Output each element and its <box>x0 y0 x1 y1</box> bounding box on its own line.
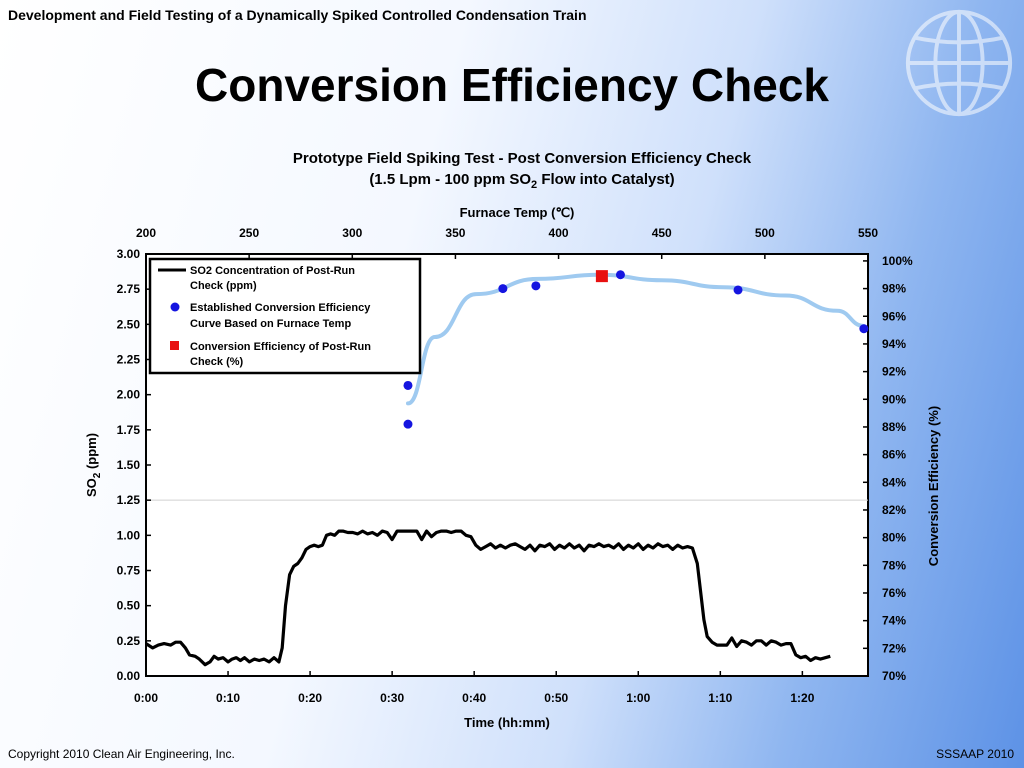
y-left-tick-label: 2.00 <box>117 388 141 402</box>
legend-label-curve-line1: Established Conversion Efficiency <box>190 302 371 314</box>
y-right-tick-label: 82% <box>882 503 906 517</box>
chart-title-line2: (1.5 Lpm - 100 ppm SO2 Flow into Catalys… <box>369 171 674 191</box>
y-right-tick-label: 84% <box>882 475 906 489</box>
x-bottom-tick-label: 0:10 <box>216 691 240 705</box>
x-top-tick-label: 200 <box>136 226 156 240</box>
y-left-tick-label: 0.00 <box>117 669 141 683</box>
efficiency-point <box>403 419 413 429</box>
y-right-tick-label: 100% <box>882 254 913 268</box>
y-left-tick-label: 1.00 <box>117 528 141 542</box>
y-right-tick-label: 92% <box>882 365 906 379</box>
chart-title-line1: Prototype Field Spiking Test - Post Conv… <box>293 150 752 167</box>
x-bottom-tick-label: 1:10 <box>708 691 732 705</box>
efficiency-point <box>531 281 541 291</box>
y-right-tick-label: 98% <box>882 282 906 296</box>
legend-swatch-check <box>170 341 179 350</box>
y-right-tick-label: 86% <box>882 448 906 462</box>
x-bottom-tick-label: 0:20 <box>298 691 322 705</box>
y-left-tick-label: 2.50 <box>117 317 141 331</box>
legend-label-curve-line2: Curve Based on Furnace Temp <box>190 318 351 330</box>
y-right-tick-label: 76% <box>882 586 906 600</box>
so2-concentration-line <box>145 529 831 667</box>
y-left-tick-label: 1.50 <box>117 458 141 472</box>
legend-label-check-line1: Conversion Efficiency of Post-Run <box>190 341 371 353</box>
x-bottom-tick-label: 1:00 <box>626 691 650 705</box>
y-left-tick-label: 1.75 <box>117 423 141 437</box>
x-bottom-axis-label: Time (hh:mm) <box>464 715 550 730</box>
copyright-footer: Copyright 2010 Clean Air Engineering, In… <box>8 747 235 761</box>
x-bottom-tick-label: 0:40 <box>462 691 486 705</box>
y-right-tick-label: 80% <box>882 531 906 545</box>
x-top-tick-label: 500 <box>755 226 775 240</box>
x-top-tick-label: 550 <box>858 226 878 240</box>
y-left-tick-label: 1.25 <box>117 493 141 507</box>
y-right-axis-label: Conversion Efficiency (%) <box>926 406 941 566</box>
x-top-tick-label: 250 <box>239 226 259 240</box>
x-top-tick-label: 300 <box>342 226 362 240</box>
x-bottom-tick-label: 0:00 <box>134 691 158 705</box>
globe-icon <box>905 9 1013 117</box>
efficiency-point <box>498 284 508 294</box>
legend-label-so2-line2: Check (ppm) <box>190 280 257 292</box>
efficiency-point <box>403 380 413 390</box>
x-top-tick-label: 400 <box>549 226 569 240</box>
legend-swatch-curve <box>170 302 180 312</box>
x-bottom-tick-label: 0:50 <box>544 691 568 705</box>
legend-label-check-line2: Check (%) <box>190 356 244 368</box>
y-left-tick-label: 2.75 <box>117 282 141 296</box>
legend: SO2 Concentration of Post-Run Check (ppm… <box>148 257 422 375</box>
y-left-tick-label: 0.50 <box>117 599 141 613</box>
y-right-tick-label: 90% <box>882 392 906 406</box>
slide-title: Conversion Efficiency Check <box>195 59 829 111</box>
x-bottom-tick-label: 1:20 <box>790 691 814 705</box>
y-left-axis-label: SO2 (ppm) <box>84 433 103 497</box>
efficiency-point <box>859 324 869 334</box>
presentation-header: Development and Field Testing of a Dynam… <box>8 7 587 23</box>
y-left-tick-label: 0.75 <box>117 564 141 578</box>
legend-box <box>148 257 422 375</box>
post-run-check-point <box>595 270 608 283</box>
y-right-tick-label: 70% <box>882 669 906 683</box>
y-right-tick-label: 88% <box>882 420 906 434</box>
x-top-tick-label: 450 <box>652 226 672 240</box>
y-left-tick-label: 3.00 <box>117 247 141 261</box>
y-right-tick-label: 94% <box>882 337 906 351</box>
x-bottom-tick-label: 0:30 <box>380 691 404 705</box>
y-right-tick-label: 96% <box>882 309 906 323</box>
legend-label-so2-line1: SO2 Concentration of Post-Run <box>190 265 355 277</box>
y-left-tick-label: 2.25 <box>117 353 141 367</box>
y-right-tick-label: 74% <box>882 614 906 628</box>
y-left-tick-label: 0.25 <box>117 634 141 648</box>
y-right-tick-label: 78% <box>882 558 906 572</box>
efficiency-point <box>615 270 625 280</box>
x-top-axis-label: Furnace Temp (℃) <box>460 205 575 220</box>
x-top-tick-label: 350 <box>445 226 465 240</box>
y-right-tick-label: 72% <box>882 641 906 655</box>
conference-footer: SSSAAP 2010 <box>936 747 1014 761</box>
efficiency-point <box>733 285 743 295</box>
